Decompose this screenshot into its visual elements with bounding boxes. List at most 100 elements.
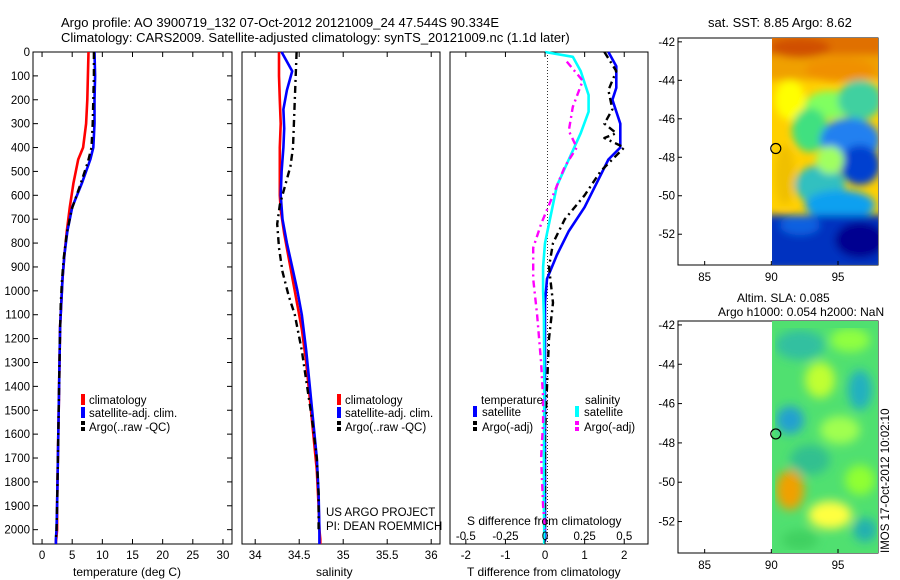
depth-tick-label: 1500 — [4, 405, 30, 417]
legend-swatch-t-argo — [473, 421, 477, 425]
latitude-tick-label: -48 — [658, 152, 675, 164]
salinity-x-tick-label: 35 — [337, 550, 350, 562]
depth-tick-label: 1200 — [4, 334, 30, 346]
legend-label-s-argo: Argo(-adj) — [584, 422, 635, 434]
salinity-legend: climatology satellite-adj. clim. Argo(..… — [337, 394, 433, 434]
difference-axes-frame — [449, 51, 649, 545]
legend-swatch-argo-b — [81, 427, 85, 431]
longitude-tick-label: 85 — [698, 272, 711, 284]
latitude-tick-label: -52 — [658, 229, 675, 241]
depth-tick-label: 500 — [11, 166, 30, 178]
temperature-x-label: temperature (deg C) — [73, 565, 181, 579]
difference-x-tick-label: 1 — [581, 550, 587, 562]
sst-map-field — [772, 38, 878, 265]
depth-tick-label: 400 — [11, 143, 30, 155]
salinity-panel: 34 34.5 35 35.5 36 salinity climatology sate… — [241, 51, 442, 579]
salinity-x-tick-label: 35.5 — [376, 550, 398, 562]
sst-map: 85 90 95 -42 -44 -46 -48 -50 -52 — [658, 37, 879, 284]
difference-s-tick-label: 0.25 — [573, 531, 595, 543]
depth-tick-label: 100 — [11, 71, 30, 83]
difference-legend: temperature salinity satellite Argo(-adj… — [473, 395, 635, 434]
salinity-x-tick-label: 34.5 — [288, 550, 310, 562]
salinity-x-tick-label: 36 — [425, 550, 438, 562]
depth-tick-label: 700 — [11, 214, 30, 226]
legend-swatch-s-argo — [575, 421, 579, 425]
depth-tick-label: 1100 — [5, 310, 30, 322]
difference-s-tick-label: 0.5 — [616, 531, 632, 543]
depth-tick-label: 800 — [11, 238, 30, 250]
temperature-x-tick-label: 30 — [217, 550, 230, 562]
depth-tick-label: 1300 — [4, 357, 30, 369]
latitude-tick-label: -42 — [658, 320, 675, 332]
temperature-x-tick-label: 10 — [96, 550, 109, 562]
salinity-x-ticks: 34 34.5 35 35.5 36 — [249, 52, 438, 562]
legend-swatch-s-argo-b — [575, 427, 579, 431]
depth-tick-label: 1400 — [4, 381, 30, 393]
figure-title-line2: Climatology: CARS2009. Satellite-adjuste… — [61, 30, 570, 45]
s-difference-label: S difference from climatology — [467, 514, 622, 528]
series-line-s-argo-adj — [532, 60, 584, 530]
legend-swatch-t-argo-b — [473, 427, 477, 431]
difference-x-ticks: -2 -1 0 1 2 — [461, 52, 627, 562]
depth-tick-label: 200 — [11, 95, 30, 107]
difference-panel: -2 -1 0 1 2 -0.5 -0.25 0 0.25 0.5 S difference f… — [449, 50, 649, 579]
depth-tick-label: 1900 — [4, 501, 30, 513]
float-position-marker — [770, 428, 782, 440]
sla-map-title-line2: Argo h1000: 0.054 h2000: NaN — [718, 305, 884, 319]
depth-tick-label: 600 — [11, 190, 30, 202]
temperature-series — [54, 51, 97, 544]
sst-map-x-ticks: 85 90 95 — [698, 261, 844, 284]
legend-label-satellite-adj: satellite-adj. clim. — [89, 408, 177, 420]
depth-tick-label: 1000 — [4, 286, 30, 298]
temperature-x-ticks: 0 5 10 15 20 25 30 — [39, 52, 230, 562]
legend-swatch-t-satellite — [473, 406, 477, 417]
temperature-x-tick-label: 15 — [126, 550, 139, 562]
longitude-tick-label: 90 — [765, 272, 778, 284]
legend-swatch-argo-b — [337, 427, 341, 431]
series-line-argo-raw-qc — [54, 52, 96, 540]
temperature-axes-frame — [32, 51, 233, 545]
difference-x-tick-label: 0 — [542, 550, 548, 562]
latitude-tick-label: -50 — [658, 191, 675, 203]
figure-title-line1: Argo profile: AO 3900719_132 07-Oct-2012… — [61, 15, 499, 30]
sst-map-title: sat. SST: 8.85 Argo: 8.62 — [708, 15, 852, 30]
difference-s-tick-label: 0 — [542, 531, 548, 543]
depth-tick-label: 1800 — [4, 477, 30, 489]
latitude-tick-label: -48 — [658, 438, 675, 450]
temperature-panel: 0100200300400500600700800900100011001200… — [4, 47, 648, 579]
temperature-x-tick-label: 5 — [69, 550, 75, 562]
legend-swatch-argo — [81, 421, 85, 425]
latitude-tick-label: -46 — [658, 114, 675, 126]
depth-tick-label: 1600 — [4, 429, 30, 441]
difference-s-tick-labels: -0.5 -0.25 0 0.25 0.5 — [456, 531, 632, 543]
legend-label-climatology: climatology — [345, 395, 403, 407]
sla-map-field — [772, 321, 878, 553]
series-line-argo-raw-qc — [276, 51, 320, 530]
latitude-tick-label: -44 — [658, 359, 675, 371]
longitude-tick-label: 85 — [698, 560, 711, 572]
series-line-t-argo-adj — [543, 51, 626, 530]
sla-map: 85 90 95 -42 -44 -46 -48 -50 -52 — [658, 320, 879, 572]
legend-label-climatology: climatology — [89, 395, 147, 407]
timestamp: IMOS 17-Oct-2012 10:02:10 — [880, 409, 892, 553]
depth-tick-label: 900 — [11, 262, 30, 274]
salinity-series — [276, 51, 322, 544]
difference-x-tick-label: 2 — [621, 550, 627, 562]
difference-x-tick-label: -1 — [500, 550, 510, 562]
salinity-x-label: salinity — [316, 565, 353, 579]
difference-s-tick-label: -0.5 — [456, 531, 476, 543]
longitude-tick-label: 95 — [832, 272, 845, 284]
legend-group-salinity: salinity — [585, 395, 620, 407]
temperature-x-tick-label: 25 — [186, 550, 199, 562]
longitude-tick-label: 90 — [765, 560, 778, 572]
legend-swatch-argo — [337, 421, 341, 425]
series-line-satellite-adj-clim — [279, 51, 321, 544]
t-difference-label: T difference from climatology — [467, 565, 621, 579]
legend-label-argo: Argo(..raw -QC) — [89, 422, 170, 434]
difference-series — [532, 50, 626, 544]
legend-swatch-climatology — [81, 394, 85, 405]
difference-s-tick-label: -0.25 — [492, 531, 518, 543]
depth-tick-label: 0 — [24, 47, 30, 59]
credit-line2: PI: DEAN ROEMMICH — [326, 521, 442, 533]
